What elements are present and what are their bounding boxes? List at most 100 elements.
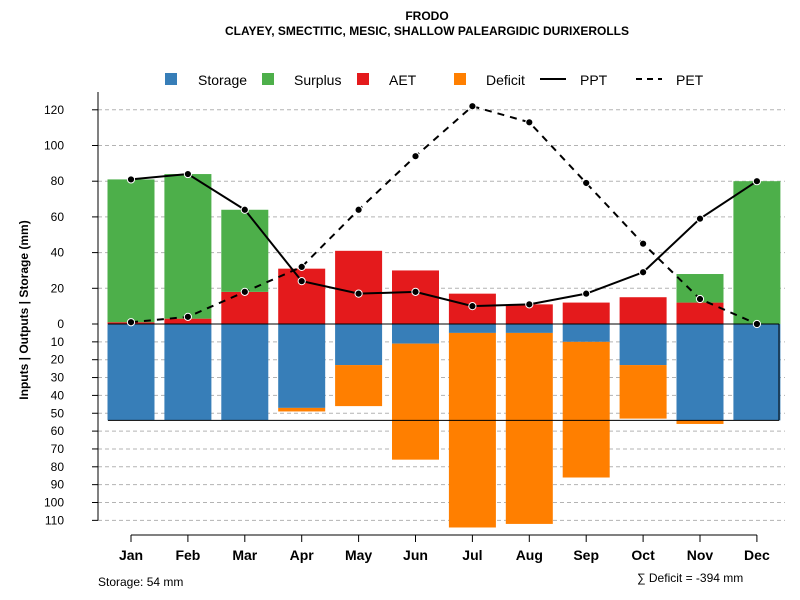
ppt-point — [468, 302, 477, 311]
ppt-line — [130, 173, 758, 308]
pet-point — [354, 205, 363, 214]
aet-bar — [562, 302, 610, 324]
surplus-bar — [107, 179, 155, 323]
ppt-point — [183, 169, 192, 179]
legend-ppt-label: PPT — [580, 72, 608, 88]
y-tick-label: 80 — [51, 174, 65, 188]
legend-aet-swatch — [357, 73, 369, 85]
y-tick-label: 40 — [51, 388, 65, 402]
aet-bar — [335, 250, 383, 324]
pet-point — [582, 178, 591, 188]
pet-point — [695, 294, 705, 304]
legend-deficit-label: Deficit — [486, 72, 525, 88]
storage-bar — [335, 324, 383, 366]
storage-bar — [505, 324, 553, 333]
aet-bar — [164, 318, 212, 324]
x-tick-label: Oct — [631, 547, 655, 563]
aet-bar — [505, 304, 553, 324]
legend-aet-label: AET — [389, 72, 417, 88]
pet-point — [752, 319, 762, 329]
ppt-point — [695, 214, 705, 223]
pet-point — [468, 102, 477, 111]
y-axis-title: Inputs | Outputs | Storage (mm) — [17, 220, 31, 399]
ppt-point — [752, 177, 762, 186]
y-tick-label: 70 — [51, 442, 65, 456]
x-tick-label: Mar — [232, 547, 257, 563]
deficit-bar — [335, 365, 383, 407]
deficit-bar — [505, 332, 553, 524]
storage-bar — [733, 324, 781, 421]
ppt-point — [297, 277, 306, 286]
y-tick-label: 110 — [45, 513, 64, 527]
pet-point — [183, 312, 192, 321]
storage-note: Storage: 54 mm — [98, 575, 183, 589]
chart-title: FRODO — [405, 9, 448, 23]
storage-bar — [676, 324, 724, 421]
surplus-bar — [733, 181, 781, 324]
y-tick-label: 80 — [51, 460, 65, 474]
legend-storage-label: Storage — [198, 72, 247, 88]
x-tick-label: Jan — [119, 547, 143, 563]
storage-bar — [562, 324, 610, 342]
pet-point — [525, 118, 534, 127]
storage-bar — [619, 324, 667, 366]
x-tick-label: Jun — [403, 547, 428, 563]
legend-surplus-swatch — [262, 73, 274, 85]
pet-point — [126, 318, 136, 327]
legend-pet-label: PET — [676, 72, 704, 88]
x-tick-label: Aug — [516, 547, 543, 563]
deficit-bar — [448, 332, 496, 528]
deficit-bar — [562, 341, 610, 478]
deficit-bar — [619, 365, 667, 419]
gridlines — [98, 109, 785, 521]
y-tick-label: 50 — [51, 406, 65, 420]
storage-bar — [164, 324, 212, 421]
legend-storage-swatch — [165, 73, 177, 85]
x-tick-label: Feb — [175, 547, 200, 563]
legend: Storage Surplus AET Deficit PPT PET — [165, 72, 704, 88]
aet-bar — [221, 291, 269, 324]
deficit-bar — [392, 343, 439, 460]
ppt-point — [411, 287, 420, 296]
y-tick-label: 60 — [51, 210, 65, 224]
ppt-point — [525, 300, 534, 309]
y-tick-label: 30 — [51, 371, 65, 385]
x-tick-label: May — [345, 547, 372, 563]
storage-bar — [107, 324, 155, 421]
pet-point — [297, 262, 306, 271]
storage-bar — [221, 324, 269, 421]
x-tick-label: Sep — [573, 547, 599, 563]
aet-bar — [676, 302, 724, 324]
aet-bar — [278, 268, 326, 324]
x-tick-label: Nov — [687, 547, 714, 563]
x-axis: Jan Feb Mar Apr May Jun Jul Aug Sep Oct Nov Dec — [119, 534, 770, 563]
y-tick-label: 100 — [44, 139, 64, 153]
y-tick-label: 40 — [51, 246, 65, 260]
aet-bar — [619, 297, 667, 324]
y-tick-label: 90 — [51, 478, 65, 492]
y-tick-label: 60 — [51, 424, 65, 438]
storage-bar — [392, 324, 439, 344]
deficit-bar — [278, 407, 326, 412]
y-tick-label: 120 — [44, 103, 64, 117]
pet-line — [130, 105, 758, 325]
y-axis: 0 20 40 60 80 100 120 10 20 30 40 50 60 70 80 90 100 110 — [44, 91, 99, 527]
surplus-bar — [221, 209, 269, 292]
pet-point — [411, 152, 420, 161]
ppt-point — [240, 205, 249, 214]
legend-surplus-label: Surplus — [294, 72, 341, 88]
chart-subtitle: CLAYEY, SMECTITIC, MESIC, SHALLOW PALEAR… — [225, 24, 629, 38]
y-tick-label: 20 — [51, 353, 65, 367]
legend-deficit-swatch — [454, 73, 466, 85]
storage-bar — [278, 324, 326, 408]
deficit-bar — [676, 420, 724, 424]
pet-point — [240, 287, 249, 296]
aet-bar — [392, 270, 439, 324]
surplus-bar — [164, 174, 212, 319]
storage-bar — [448, 324, 496, 333]
x-tick-label: Apr — [290, 547, 315, 563]
y-tick-label: 100 — [44, 496, 64, 510]
y-tick-label: 0 — [57, 317, 64, 331]
ppt-point — [639, 268, 648, 277]
